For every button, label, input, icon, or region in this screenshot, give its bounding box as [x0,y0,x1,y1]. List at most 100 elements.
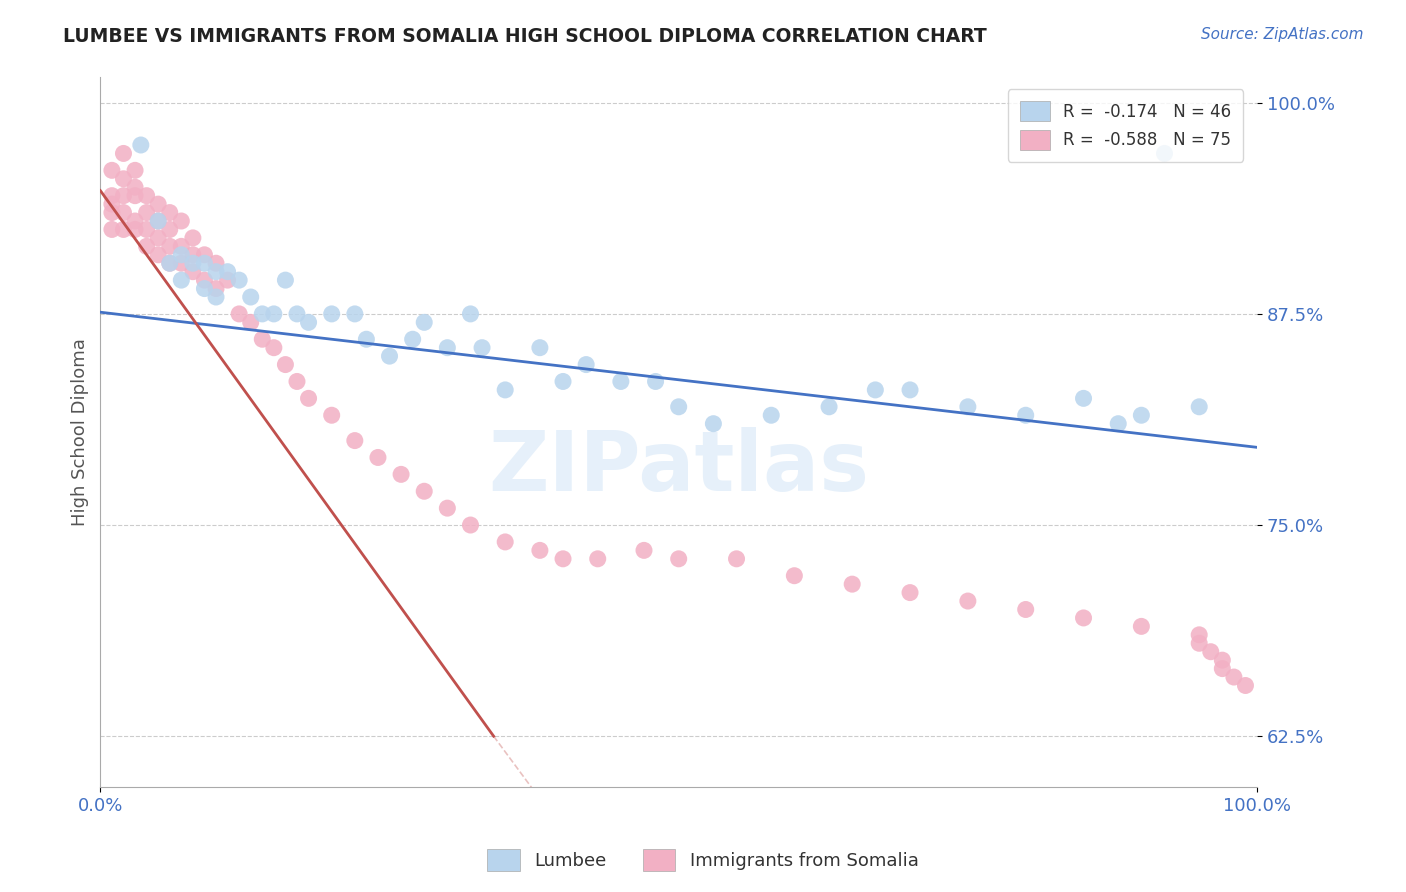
Point [193,273,215,287]
Point [1199,645,1222,659]
Point [170,273,193,287]
Point [148,214,170,228]
Point [956,400,979,414]
Point [228,307,250,321]
Point [124,214,146,228]
Point [401,332,423,346]
Point [101,205,124,219]
Point [1188,400,1211,414]
Point [101,222,124,236]
Text: LUMBEE VS IMMIGRANTS FROM SOMALIA HIGH SCHOOL DIPLOMA CORRELATION CHART: LUMBEE VS IMMIGRANTS FROM SOMALIA HIGH S… [63,27,987,45]
Point [356,332,378,346]
Point [135,222,157,236]
Point [343,307,366,321]
Point [436,501,458,516]
Point [148,214,170,228]
Point [460,518,482,533]
Point [818,400,841,414]
Point [1223,670,1246,684]
Point [668,551,690,566]
Legend: R =  -0.174   N = 46, R =  -0.588   N = 75: R = -0.174 N = 46, R = -0.588 N = 75 [1008,89,1243,161]
Point [112,146,135,161]
Point [610,375,633,389]
Point [112,222,135,236]
Point [529,341,551,355]
Point [343,434,366,448]
Point [413,484,436,499]
Point [181,231,204,245]
Point [217,265,239,279]
Point [263,341,285,355]
Point [285,375,308,389]
Point [170,214,193,228]
Point [112,188,135,202]
Point [644,375,666,389]
Point [1211,653,1233,667]
Point [135,205,157,219]
Legend: Lumbee, Immigrants from Somalia: Lumbee, Immigrants from Somalia [481,842,925,879]
Point [389,467,412,482]
Point [170,239,193,253]
Point [494,535,516,549]
Point [761,409,783,423]
Point [252,307,274,321]
Text: ZIPatlas: ZIPatlas [488,427,869,508]
Point [263,307,285,321]
Point [1234,678,1257,692]
Point [575,358,598,372]
Point [193,248,215,262]
Point [668,400,690,414]
Point [159,222,181,236]
Point [193,282,215,296]
Point [101,188,124,202]
Point [956,594,979,608]
Point [1073,611,1095,625]
Point [205,290,228,304]
Point [285,307,308,321]
Point [170,256,193,270]
Point [252,332,274,346]
Point [181,248,204,262]
Point [274,358,297,372]
Point [551,551,574,566]
Point [112,171,135,186]
Point [181,256,204,270]
Point [129,138,152,153]
Point [1130,619,1153,633]
Point [460,307,482,321]
Point [101,163,124,178]
Text: Source: ZipAtlas.com: Source: ZipAtlas.com [1201,27,1364,42]
Point [239,315,262,329]
Point [321,409,343,423]
Point [898,383,921,397]
Point [1015,409,1038,423]
Point [135,239,157,253]
Point [1211,662,1233,676]
Point [413,315,436,329]
Point [297,392,319,406]
Point [205,265,228,279]
Point [494,383,516,397]
Point [112,205,135,219]
Point [725,551,748,566]
Point [239,290,262,304]
Point [297,315,319,329]
Point [1188,636,1211,650]
Point [228,273,250,287]
Y-axis label: High School Diploma: High School Diploma [72,338,89,526]
Point [436,341,458,355]
Point [274,273,297,287]
Point [159,205,181,219]
Point [529,543,551,558]
Point [1015,602,1038,616]
Point [148,248,170,262]
Point [101,197,124,211]
Point [865,383,887,397]
Point [1107,417,1129,431]
Point [124,180,146,194]
Point [159,256,181,270]
Point [124,163,146,178]
Point [702,417,724,431]
Point [1153,146,1175,161]
Point [471,341,494,355]
